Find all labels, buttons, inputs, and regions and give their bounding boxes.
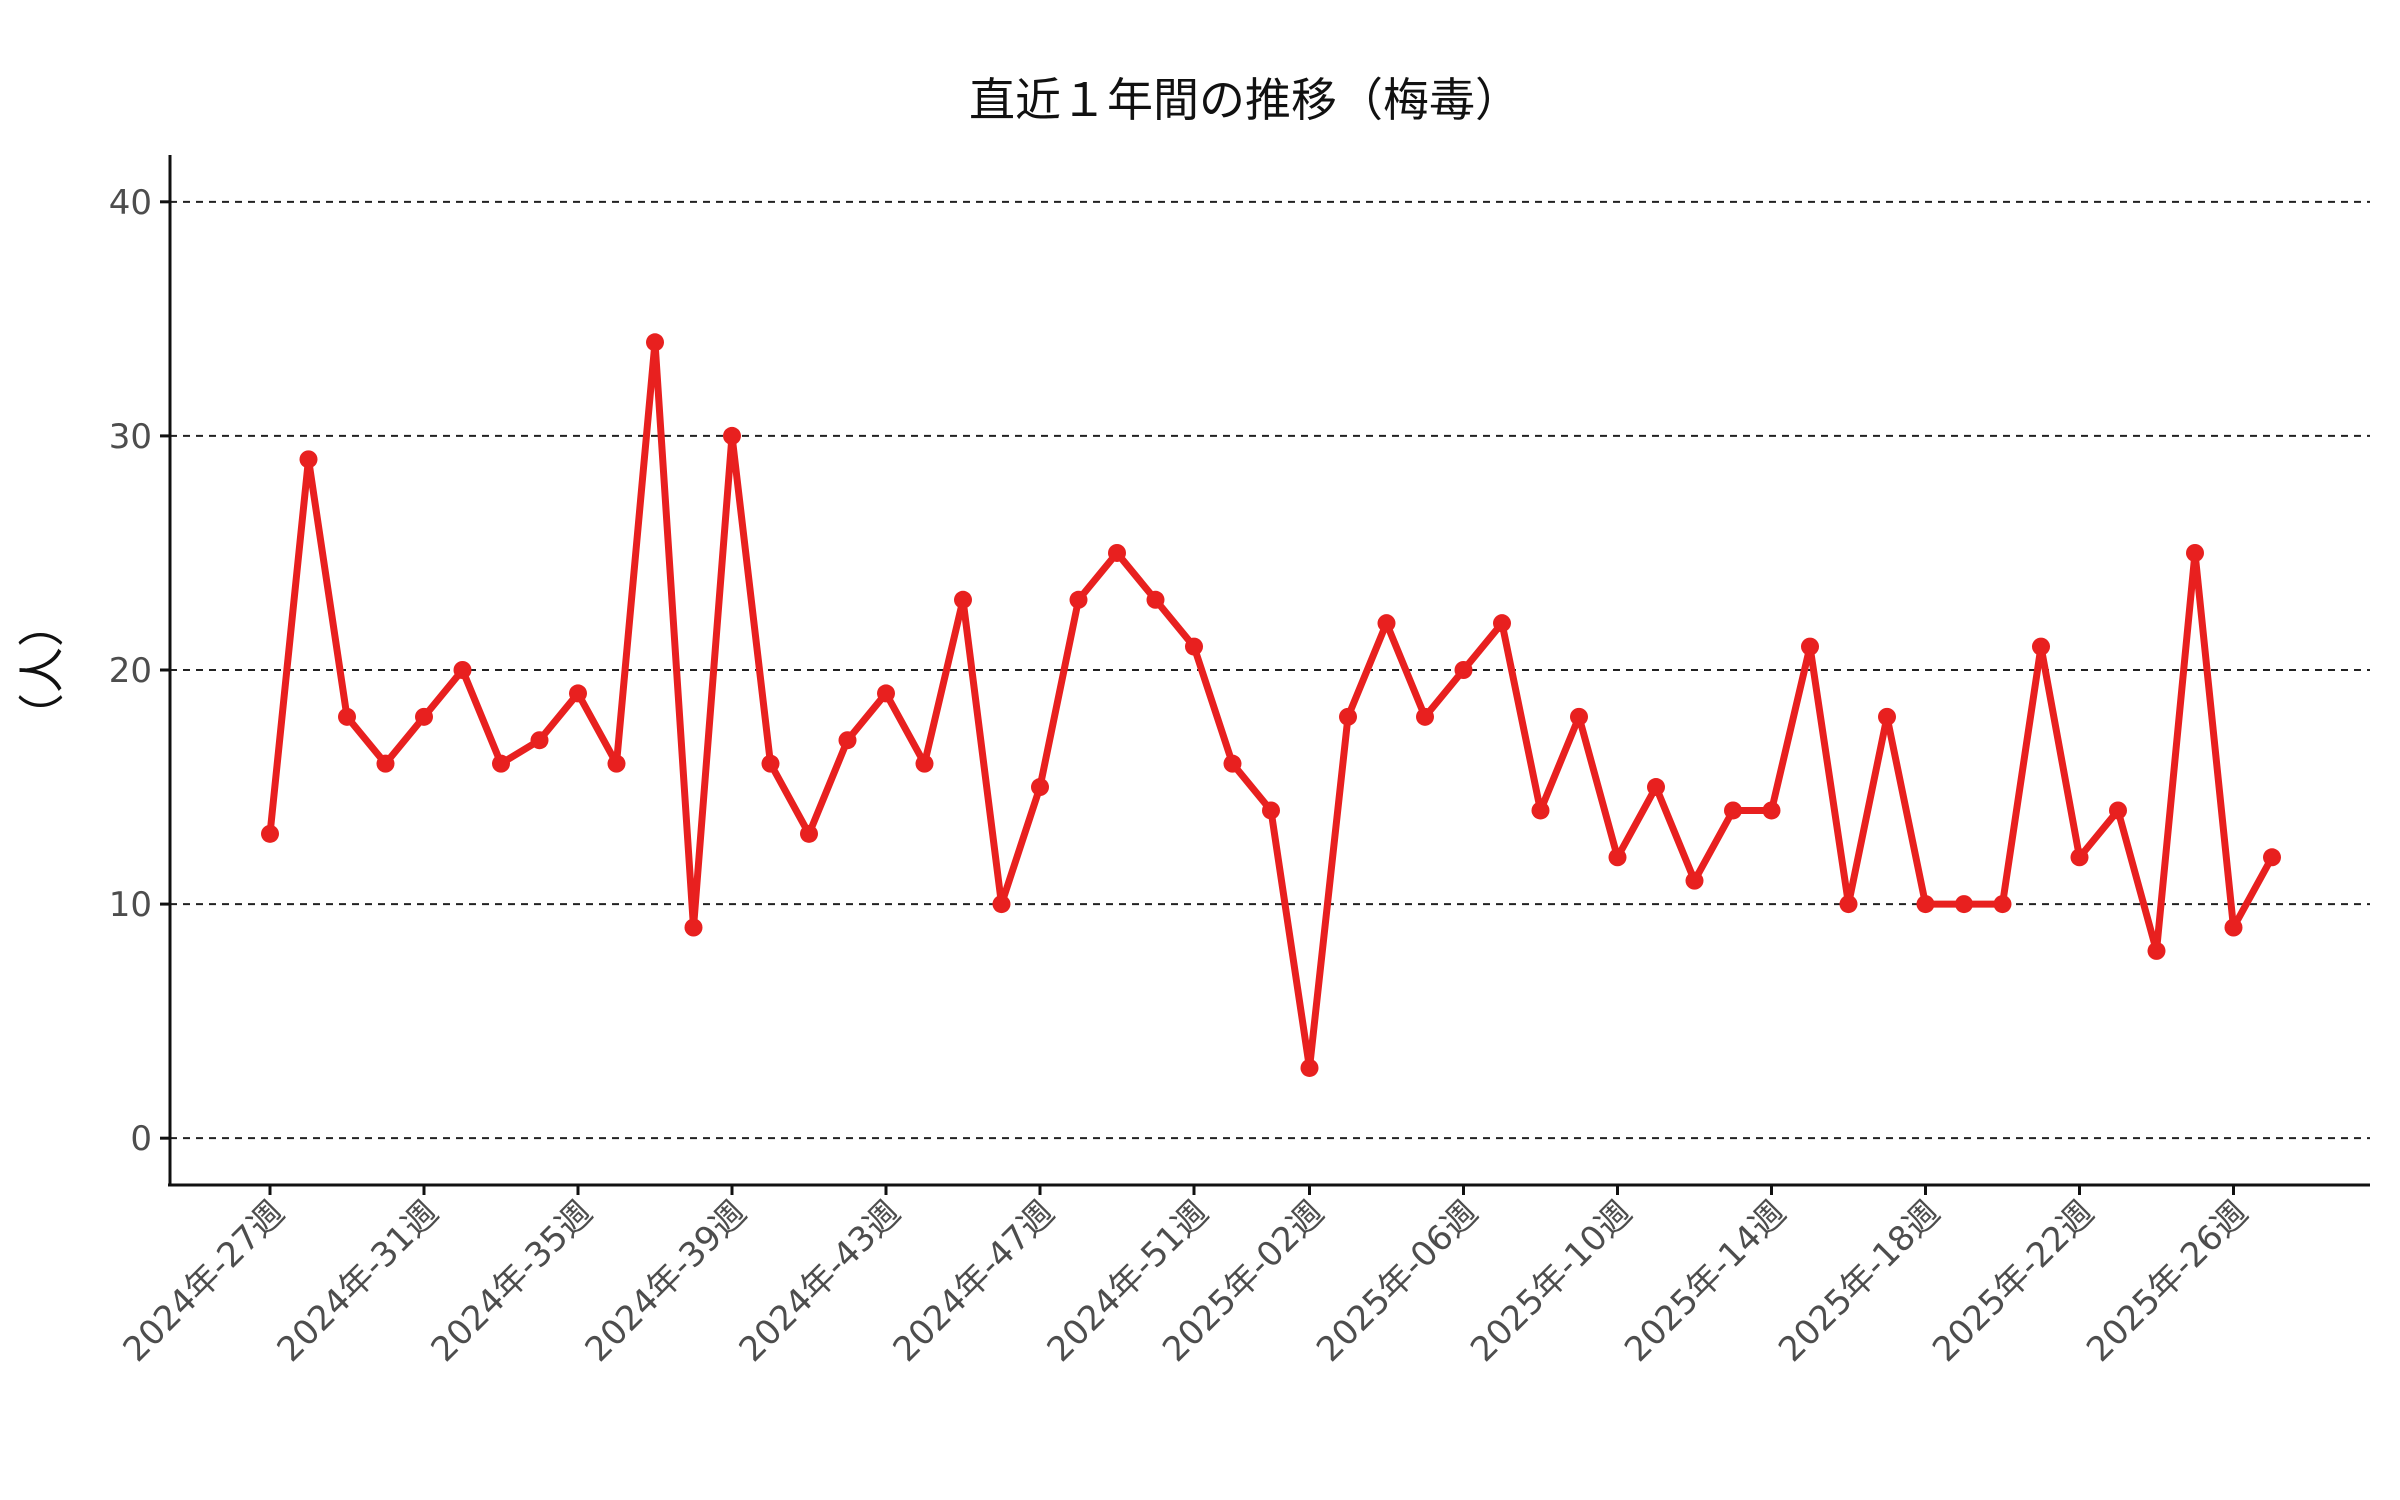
data-point bbox=[1762, 801, 1781, 820]
data-point bbox=[1608, 848, 1627, 867]
x-tick-label: 2025年-22週 bbox=[1925, 1193, 2102, 1370]
data-point bbox=[800, 824, 818, 843]
data-point bbox=[1300, 1058, 1319, 1077]
x-tick-label: 2024年-35週 bbox=[424, 1193, 601, 1370]
y-tick-label: 20 bbox=[109, 651, 152, 691]
data-point bbox=[761, 754, 780, 773]
data-point bbox=[646, 333, 664, 352]
data-point bbox=[1916, 895, 1935, 914]
data-point bbox=[1724, 801, 1742, 820]
data-point bbox=[569, 684, 587, 703]
y-axis-ticks: 0 10 20 30 40 bbox=[109, 183, 170, 1159]
data-point bbox=[2109, 801, 2127, 820]
x-tick-label: 2025年-10週 bbox=[1463, 1193, 1640, 1370]
data-point bbox=[2147, 941, 2166, 960]
data-point bbox=[1185, 637, 1203, 656]
data-point bbox=[1108, 543, 1126, 562]
data-point bbox=[2070, 848, 2089, 867]
data-point bbox=[1685, 871, 1704, 890]
x-tick-label: 2024年-47週 bbox=[886, 1193, 1063, 1370]
data-point bbox=[1801, 637, 1819, 656]
data-point bbox=[1647, 778, 1665, 797]
data-point bbox=[1416, 707, 1434, 726]
x-tick-label: 2024年-31週 bbox=[270, 1193, 447, 1370]
y-axis-label: （人） bbox=[15, 601, 69, 739]
data-point bbox=[1339, 707, 1357, 726]
data-point bbox=[1069, 590, 1088, 609]
data-point bbox=[992, 895, 1011, 914]
x-tick-label: 2025年-18週 bbox=[1771, 1193, 1948, 1370]
data-point bbox=[877, 684, 895, 703]
data-point bbox=[492, 754, 510, 773]
chart-title: 直近１年間の推移（梅毒） bbox=[969, 73, 1521, 127]
data-point bbox=[838, 731, 857, 750]
data-point bbox=[2186, 543, 2204, 562]
data-point bbox=[954, 590, 972, 609]
data-point bbox=[1839, 895, 1858, 914]
data-point bbox=[684, 918, 703, 937]
data-point bbox=[1377, 614, 1396, 633]
data-point bbox=[1262, 801, 1280, 820]
data-point bbox=[2032, 637, 2050, 656]
y-tick-label: 30 bbox=[109, 417, 152, 457]
series-line bbox=[266, 338, 2276, 1072]
x-tick-label: 2024年-27週 bbox=[116, 1193, 293, 1370]
data-point bbox=[1223, 754, 1242, 773]
data-point bbox=[261, 824, 279, 843]
x-tick-label: 2025年-14週 bbox=[1617, 1193, 1794, 1370]
x-axis-ticks: 2024年-27週2024年-31週2024年-35週2024年-39週2024… bbox=[116, 1185, 2256, 1370]
data-point bbox=[1955, 895, 1973, 914]
x-tick-label: 2025年-26週 bbox=[2079, 1193, 2256, 1370]
data-point bbox=[530, 731, 549, 750]
data-point bbox=[723, 426, 741, 445]
data-point bbox=[1570, 707, 1588, 726]
y-tick-label: 40 bbox=[109, 183, 152, 223]
data-point bbox=[2224, 918, 2243, 937]
data-point bbox=[299, 450, 318, 469]
data-point bbox=[1878, 707, 1896, 726]
y-tick-label: 10 bbox=[109, 885, 152, 925]
data-point bbox=[415, 707, 433, 726]
series-syphilis bbox=[261, 333, 2281, 1077]
data-point bbox=[915, 754, 934, 773]
data-point bbox=[2263, 848, 2281, 867]
data-point bbox=[1531, 801, 1550, 820]
y-tick-label: 0 bbox=[130, 1119, 152, 1159]
data-point bbox=[1031, 778, 1049, 797]
data-point bbox=[338, 707, 356, 726]
data-point bbox=[1993, 895, 2012, 914]
x-tick-label: 2024年-43週 bbox=[732, 1193, 909, 1370]
data-point bbox=[1493, 614, 1511, 633]
data-point bbox=[1454, 661, 1473, 679]
x-tick-label: 2025年-06週 bbox=[1309, 1193, 1486, 1370]
data-point bbox=[1146, 590, 1165, 609]
x-tick-label: 2024年-39週 bbox=[578, 1193, 755, 1370]
data-point bbox=[376, 754, 395, 773]
data-point bbox=[607, 754, 626, 773]
data-point bbox=[453, 661, 472, 679]
